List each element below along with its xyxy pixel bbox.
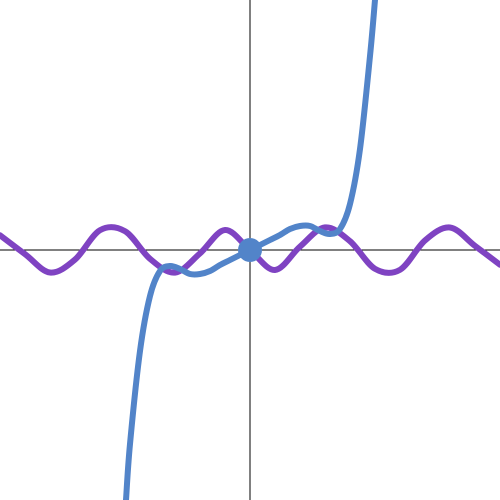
highlight-point-1[interactable] <box>238 238 262 262</box>
points-layer <box>238 238 262 262</box>
